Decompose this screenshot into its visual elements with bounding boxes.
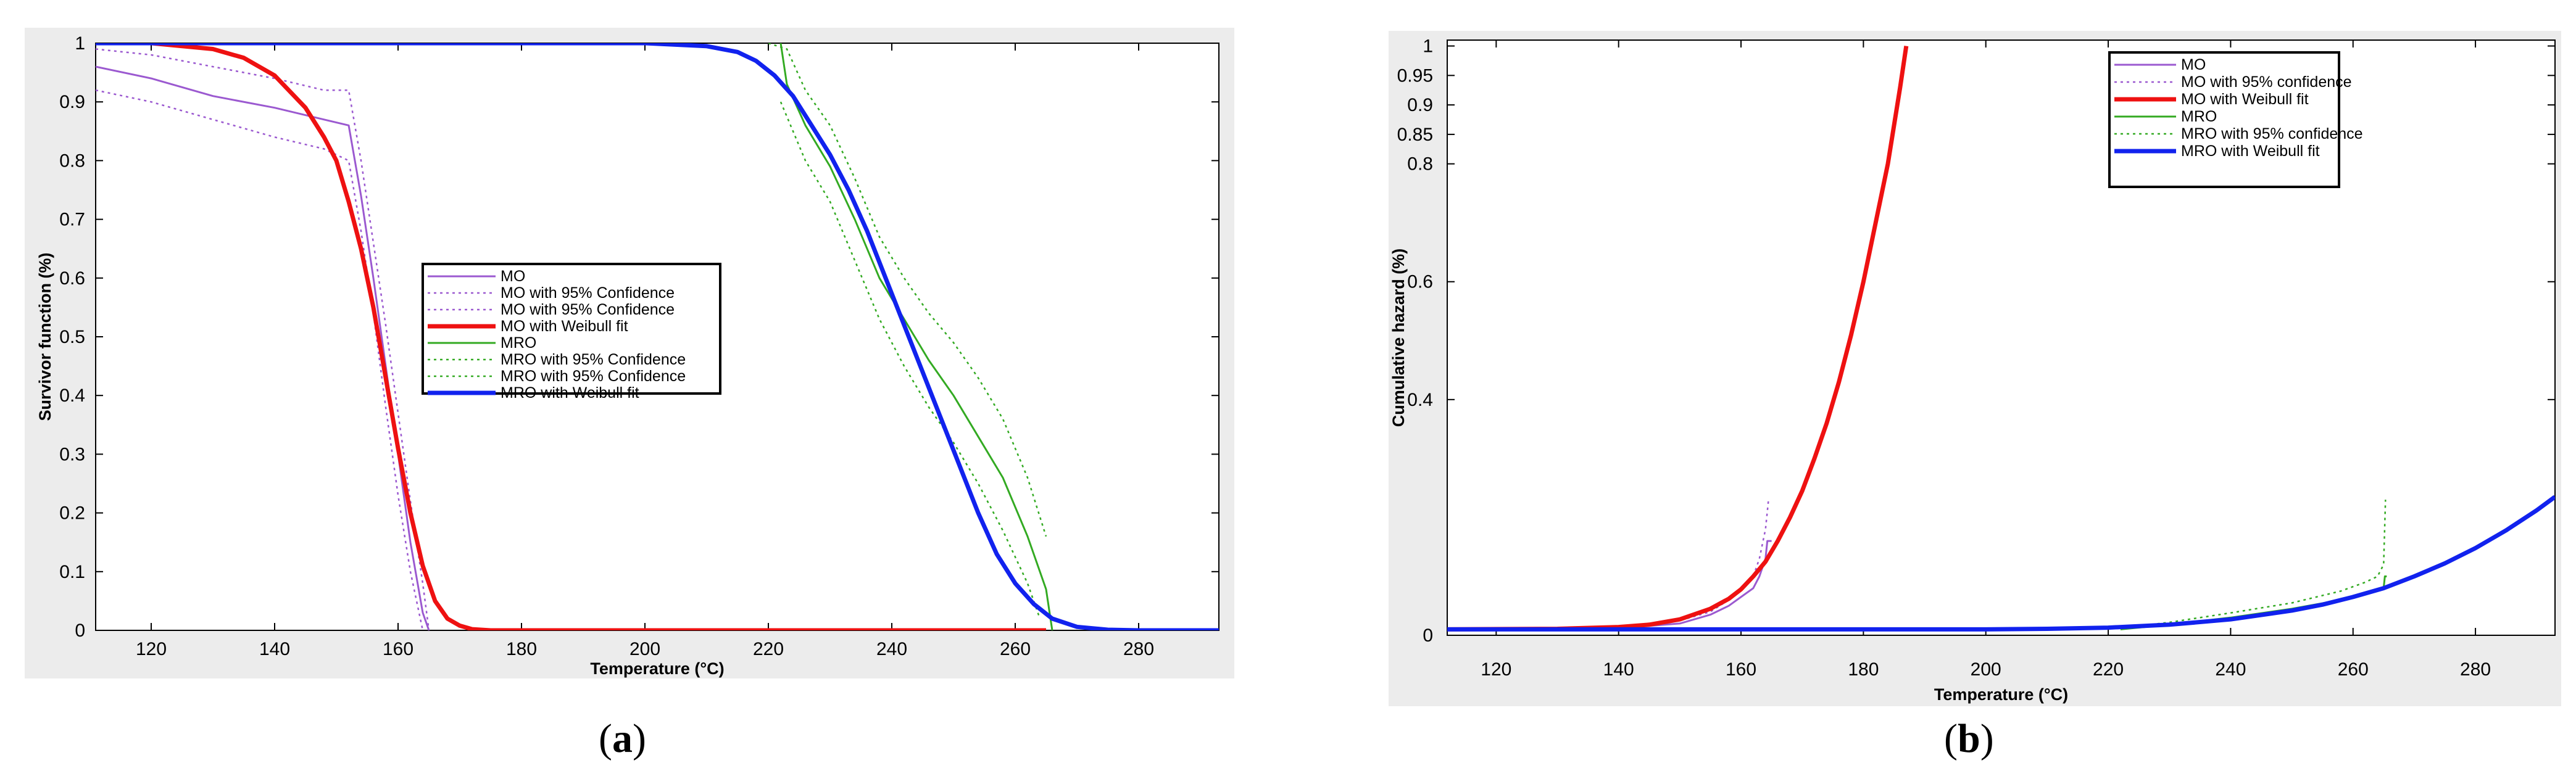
- series-line-a-6: [779, 101, 1041, 619]
- y-tick-label: 0.6: [1407, 272, 1433, 292]
- caption-a: (a): [599, 715, 646, 762]
- series-line-a-3: [96, 43, 1046, 630]
- x-axis-label: Temperature (°C): [1934, 685, 2068, 704]
- y-tick-label: 0.8: [1407, 154, 1433, 175]
- x-tick-label: 260: [1000, 639, 1031, 659]
- y-tick-label: 0.95: [1397, 65, 1433, 86]
- legend-label: MRO with Weibull fit: [501, 384, 639, 402]
- caption-b-close: ): [1980, 716, 1994, 761]
- y-tick-label: 0.6: [59, 268, 85, 289]
- chart-b: 120 140 160 180 200 220 240 260 280 0 0.4 0.6 0.8 0.8…: [1389, 36, 2556, 704]
- legend-label: MRO with 95% Confidence: [501, 351, 686, 368]
- y-tick-label: 0: [1423, 625, 1433, 646]
- series-line-a-1: [96, 48, 430, 630]
- x-tick-label: 240: [2215, 659, 2246, 680]
- legend-label: MO: [2181, 56, 2206, 73]
- legend-label: MO with 95% Confidence: [501, 284, 675, 302]
- legend-label: MO with Weibull fit: [501, 318, 628, 335]
- y-tick-label: 0.4: [1407, 390, 1433, 410]
- caption-a-close: ): [632, 716, 646, 761]
- legend-label: MRO: [501, 334, 536, 352]
- y-axis-label: Cumulative hazard (%): [1389, 249, 1408, 427]
- x-tick-label: 200: [629, 639, 660, 659]
- x-tick-label: 140: [1603, 659, 1634, 680]
- y-axis-label: Survivor function (%): [36, 252, 54, 421]
- y-tick-label: 0.3: [59, 444, 85, 464]
- caption-b-open: (: [1944, 716, 1958, 761]
- x-tick-label: 180: [506, 639, 537, 659]
- y-tick-label: 0.9: [59, 92, 85, 112]
- x-tick-label: 240: [876, 639, 907, 659]
- x-tick-label: 200: [1971, 659, 2001, 680]
- y-tick-label: 0.85: [1397, 125, 1433, 145]
- x-tick-label: 160: [383, 639, 413, 659]
- x-tick-label: 180: [1848, 659, 1879, 680]
- series-line-a-4: [779, 43, 1053, 630]
- series-line-a-7: [96, 43, 1219, 630]
- series-line-b-2: [1447, 46, 1909, 632]
- caption-b: (b): [1944, 715, 1994, 762]
- legend-box: [2108, 51, 2340, 188]
- x-tick-label: 260: [2338, 659, 2369, 680]
- chart-a: 120 140 160 180 200 220 240 260 280 0 0.1 0.2 0.3 0.4…: [36, 33, 1219, 678]
- legend-label: MO with Weibull fit: [2181, 91, 2309, 108]
- caption-a-open: (: [599, 716, 612, 761]
- y-tick-label: 1: [1423, 36, 1433, 57]
- x-tick-label: 280: [2460, 659, 2491, 680]
- legend-label: MO: [501, 268, 525, 285]
- y-tick-label: 0: [75, 620, 85, 641]
- series-line-b-4: [2120, 500, 2387, 629]
- x-tick-label: 220: [753, 639, 784, 659]
- legend-label: MO with 95% Confidence: [501, 301, 675, 318]
- series-line-b-5: [1447, 495, 2555, 632]
- y-tick-label: 0.4: [59, 385, 85, 406]
- caption-a-letter: a: [612, 716, 633, 761]
- x-axis-label: Temperature (°C): [590, 659, 724, 678]
- y-tick-label: 0.2: [59, 503, 85, 524]
- x-tick-label: 120: [1481, 659, 1511, 680]
- series-line-b-0: [1447, 540, 1772, 630]
- y-tick-label: 0.8: [59, 150, 85, 171]
- y-tick-label: 1: [75, 33, 85, 54]
- y-tick-label: 0.7: [59, 210, 85, 230]
- x-tick-label: 160: [1726, 659, 1756, 680]
- x-tick-label: 120: [136, 639, 167, 659]
- legend-label: MRO with 95% confidence: [2181, 125, 2363, 142]
- legend-label: MRO: [2181, 108, 2217, 125]
- legend-box: [422, 263, 721, 395]
- legend-label: MO with 95% confidence: [2181, 73, 2352, 91]
- x-tick-label: 280: [1123, 639, 1154, 659]
- series-line-a-0: [96, 65, 430, 630]
- legend-label: MRO with 95% Confidence: [501, 368, 686, 385]
- x-tick-label: 220: [2093, 659, 2124, 680]
- y-tick-label: 0.1: [59, 562, 85, 582]
- plot-area-b: [1447, 39, 2556, 636]
- y-tick-label: 0.5: [59, 327, 85, 347]
- y-tick-label: 0.9: [1407, 95, 1433, 115]
- x-tick-label: 140: [259, 639, 290, 659]
- legend-label: MRO with Weibull fit: [2181, 142, 2320, 160]
- caption-b-letter: b: [1957, 716, 1980, 761]
